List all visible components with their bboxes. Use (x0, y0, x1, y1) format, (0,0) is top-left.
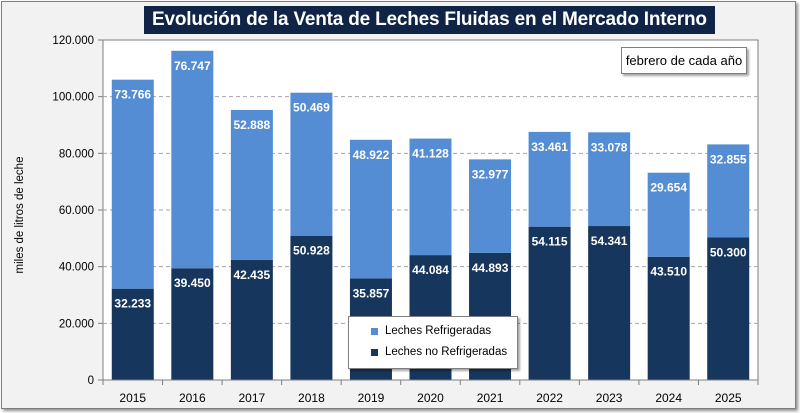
y-axis-label: miles de litros de leche (14, 156, 26, 274)
x-tick-label: 2019 (358, 391, 385, 405)
data-label: 32.977 (472, 167, 509, 181)
data-label: 48.922 (353, 148, 390, 162)
bar-no-refrigeradas-2025 (707, 237, 750, 380)
data-label: 32.233 (114, 297, 151, 311)
y-tick-label: 20.000 (59, 318, 94, 330)
legend-swatch-no-refrigeradas (371, 348, 378, 356)
data-label: 42.435 (234, 268, 271, 282)
bar-refrigeradas-2017 (230, 109, 273, 260)
bar-refrigeradas-2015 (111, 79, 154, 289)
x-tick-label: 2022 (536, 391, 563, 405)
y-tick-label: 0 (88, 375, 94, 387)
legend-label-no-refrigeradas: Leches no Refrigeradas (385, 346, 508, 358)
bar-refrigeradas-2019 (349, 139, 392, 279)
x-tick-label: 2015 (119, 391, 146, 405)
x-tick-label: 2017 (239, 391, 266, 405)
bar-no-refrigeradas-2022 (528, 226, 571, 380)
data-label: 32.855 (710, 152, 747, 166)
bar-no-refrigeradas-2024 (647, 256, 690, 380)
data-label: 41.128 (412, 147, 449, 161)
data-label: 29.654 (650, 181, 687, 195)
data-label: 33.078 (591, 140, 628, 154)
bar-no-refrigeradas-2016 (171, 268, 214, 380)
data-label: 44.084 (412, 263, 449, 277)
x-tick-label: 2018 (298, 391, 325, 405)
x-axis: 2015 2016 2017 2018 2019 2020 2021 2022 2023 2024… (102, 379, 759, 405)
bar-no-refrigeradas-2023 (588, 226, 631, 380)
data-label: 52.888 (234, 118, 271, 132)
bars: 32.233 73.766 39.450 76.747 42.435 52.888 50.9… (111, 50, 750, 380)
legend-label-refrigeradas: Leches Refrigeradas (385, 325, 492, 337)
bar-refrigeradas-2022 (528, 131, 571, 227)
bar-no-refrigeradas-2015 (111, 288, 154, 380)
data-label: 39.450 (174, 276, 211, 290)
bar-refrigeradas-2020 (409, 138, 452, 256)
y-tick-label: 40.000 (59, 262, 94, 274)
data-label: 43.510 (650, 265, 687, 279)
data-label: 33.461 (531, 140, 568, 154)
bar-refrigeradas-2025 (707, 144, 750, 238)
x-tick-label: 2021 (477, 391, 504, 405)
period-note: febrero de cada año (621, 47, 747, 74)
legend-item-refrigeradas: Leches Refrigeradas (371, 325, 491, 337)
data-label: 50.928 (293, 244, 330, 258)
data-label: 35.857 (353, 286, 390, 300)
x-tick-label: 2024 (655, 391, 682, 405)
legend-swatch-refrigeradas (371, 327, 378, 335)
x-tick-label: 2023 (596, 391, 623, 405)
data-label: 50.300 (710, 245, 747, 259)
bar-refrigeradas-2024 (647, 172, 690, 257)
x-tick-label: 2016 (179, 391, 206, 405)
data-label: 44.893 (472, 261, 509, 275)
y-tick-label: 60.000 (59, 205, 94, 217)
data-label: 76.747 (174, 59, 211, 73)
x-tick-label: 2025 (715, 391, 742, 405)
bar-refrigeradas-2023 (588, 132, 631, 227)
data-label: 50.469 (293, 101, 330, 115)
bar-refrigeradas-2016 (171, 50, 214, 269)
bar-refrigeradas-2018 (290, 92, 333, 236)
data-label: 73.766 (114, 88, 151, 102)
data-label: 54.115 (532, 235, 568, 249)
chart-title: Evolución de la Venta de Leches Fluidas … (144, 6, 715, 34)
bar-no-refrigeradas-2017 (230, 259, 273, 380)
y-tick-label: 100.000 (52, 92, 94, 104)
legend: Leches Refrigeradas Leches no Refrigerad… (348, 316, 518, 369)
y-tick-label: 120.000 (52, 35, 94, 47)
y-tick-label: 80.000 (59, 148, 94, 160)
x-tick-label: 2020 (417, 391, 444, 405)
data-label: 54.341 (591, 234, 628, 248)
bar-refrigeradas-2021 (469, 159, 512, 253)
bar-no-refrigeradas-2018 (290, 235, 333, 380)
legend-item-no-refrigeradas: Leches no Refrigeradas (371, 346, 507, 358)
y-axis: 0 20.000 40.000 60.000 80.000 100.000 120.000 (52, 35, 103, 387)
